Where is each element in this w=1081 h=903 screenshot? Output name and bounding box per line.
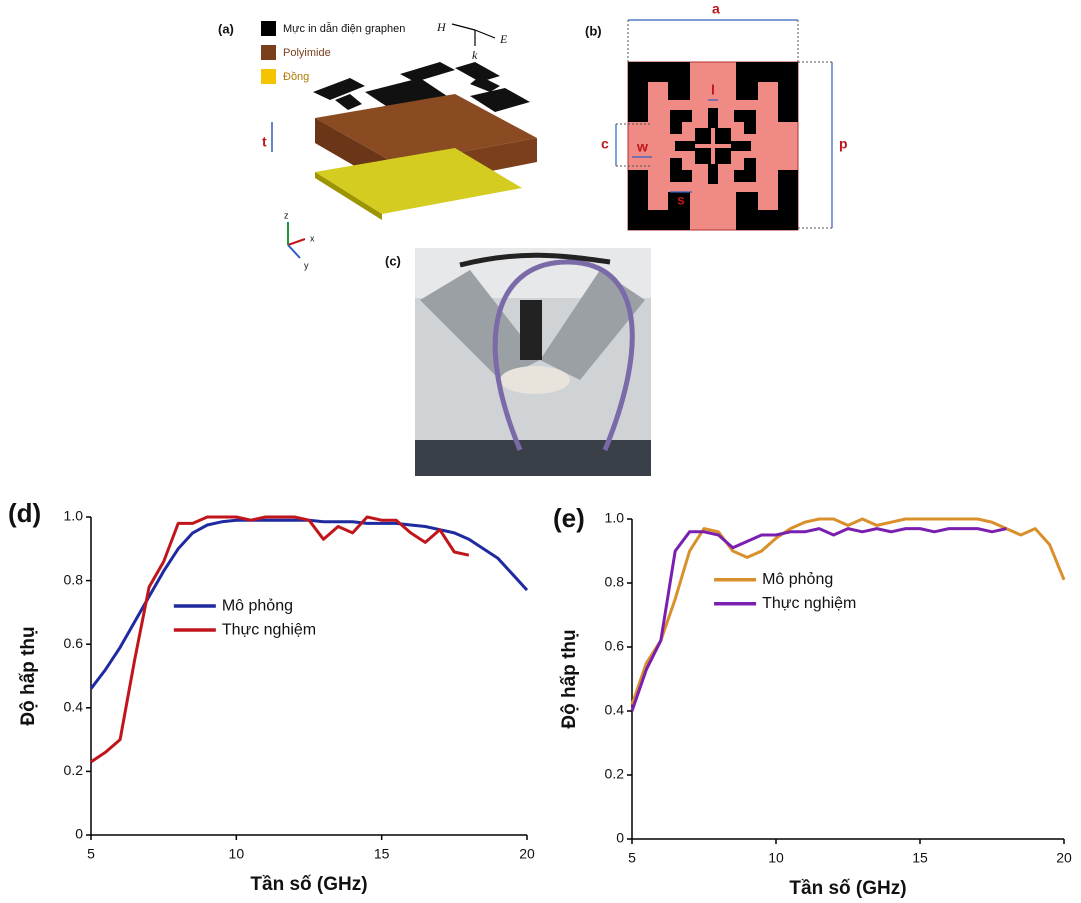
- panel-label: (a): [218, 21, 234, 36]
- field-label: H: [436, 20, 447, 34]
- dim-label: p: [839, 136, 848, 152]
- field-label: k: [472, 48, 478, 62]
- legend-swatch: [261, 45, 276, 60]
- dim-lines: [615, 19, 833, 228]
- y-tick-label: 1.0: [64, 508, 84, 524]
- x-tick-label: 15: [374, 846, 390, 862]
- photo-cable: [492, 259, 635, 451]
- x-tick-label: 15: [912, 850, 928, 866]
- dim-label: c: [601, 136, 609, 152]
- series-line: [630, 517, 1066, 706]
- panel-label: (b): [585, 23, 602, 38]
- copper-edge: [315, 172, 382, 220]
- y-tick-label: 1.0: [605, 510, 625, 526]
- dim-label: s: [677, 192, 685, 208]
- y-tick-label: 0.6: [605, 638, 625, 654]
- panel-c: (c): [385, 248, 651, 476]
- y-tick-label: 0: [616, 830, 624, 846]
- x-tick-label: 5: [628, 850, 636, 866]
- y-tick-label: 0.2: [64, 762, 84, 778]
- dim-label: a: [712, 1, 720, 17]
- y-axis-title: Độ hấp thụ: [18, 626, 39, 725]
- y-axis-title: Độ hấp thụ: [559, 629, 580, 728]
- axis-icon-label: z: [284, 210, 289, 220]
- panel-label: (c): [385, 253, 401, 268]
- y-tick-label: 0.6: [64, 635, 84, 651]
- field-arrows: [451, 23, 496, 46]
- photo-horn: [420, 270, 540, 380]
- photo-sample: [520, 300, 542, 360]
- x-axis-title: Tần số (GHz): [250, 874, 367, 895]
- axis-icon-label: x: [310, 233, 315, 243]
- copper-top: [315, 148, 522, 214]
- x-tick-label: 10: [229, 846, 245, 862]
- legend-text: Polyimide: [283, 47, 331, 59]
- panel-label: (e): [553, 503, 585, 533]
- field-label: E: [499, 32, 508, 46]
- y-tick-label: 0: [75, 826, 83, 842]
- legend-text: Mực in dẫn điện graphen: [283, 22, 405, 35]
- legend-label: Mô phỏng: [222, 597, 293, 614]
- dim-label: w: [636, 139, 648, 155]
- photo-analyzer: [415, 440, 651, 476]
- legend-swatch: [261, 21, 276, 36]
- dim-guides: [616, 20, 832, 229]
- axes-icon: [287, 222, 306, 259]
- y-tick-label: 0.4: [605, 702, 625, 718]
- series-line: [89, 518, 529, 690]
- y-tick-label: 0.4: [64, 699, 84, 715]
- x-tick-label: 5: [87, 846, 95, 862]
- y-tick-label: 0.8: [64, 571, 84, 587]
- series-line: [90, 515, 470, 764]
- polyimide-top: [315, 94, 537, 164]
- legend-label: Thực nghiệm: [762, 595, 856, 612]
- photo-stage: [500, 366, 570, 394]
- y-tick-label: 0.8: [605, 574, 625, 590]
- x-tick-label: 20: [519, 846, 535, 862]
- y-tick-label: 0.2: [605, 766, 625, 782]
- legend-text: Đồng: [283, 71, 309, 83]
- x-tick-label: 10: [768, 850, 784, 866]
- dim-label: t: [262, 134, 267, 150]
- photo-horn: [540, 270, 645, 380]
- panel-b: (b) a p c w l s: [585, 1, 848, 231]
- axis-icon-label: y: [304, 260, 309, 270]
- legend-label: Thực nghiệm: [222, 621, 316, 638]
- dim-label: l: [711, 82, 715, 98]
- legend-swatch: [261, 69, 276, 84]
- panel-a: (a) Mực in dẫn điện graphen Polyimide Đồ…: [218, 20, 537, 270]
- photo-cable: [459, 252, 611, 268]
- panel-label: (d): [8, 498, 41, 528]
- x-axis-title: Tần số (GHz): [789, 878, 906, 899]
- legend-label: Mô phỏng: [762, 571, 833, 588]
- unit-gap: [695, 144, 731, 148]
- x-tick-label: 20: [1056, 850, 1072, 866]
- series-line: [630, 527, 1007, 712]
